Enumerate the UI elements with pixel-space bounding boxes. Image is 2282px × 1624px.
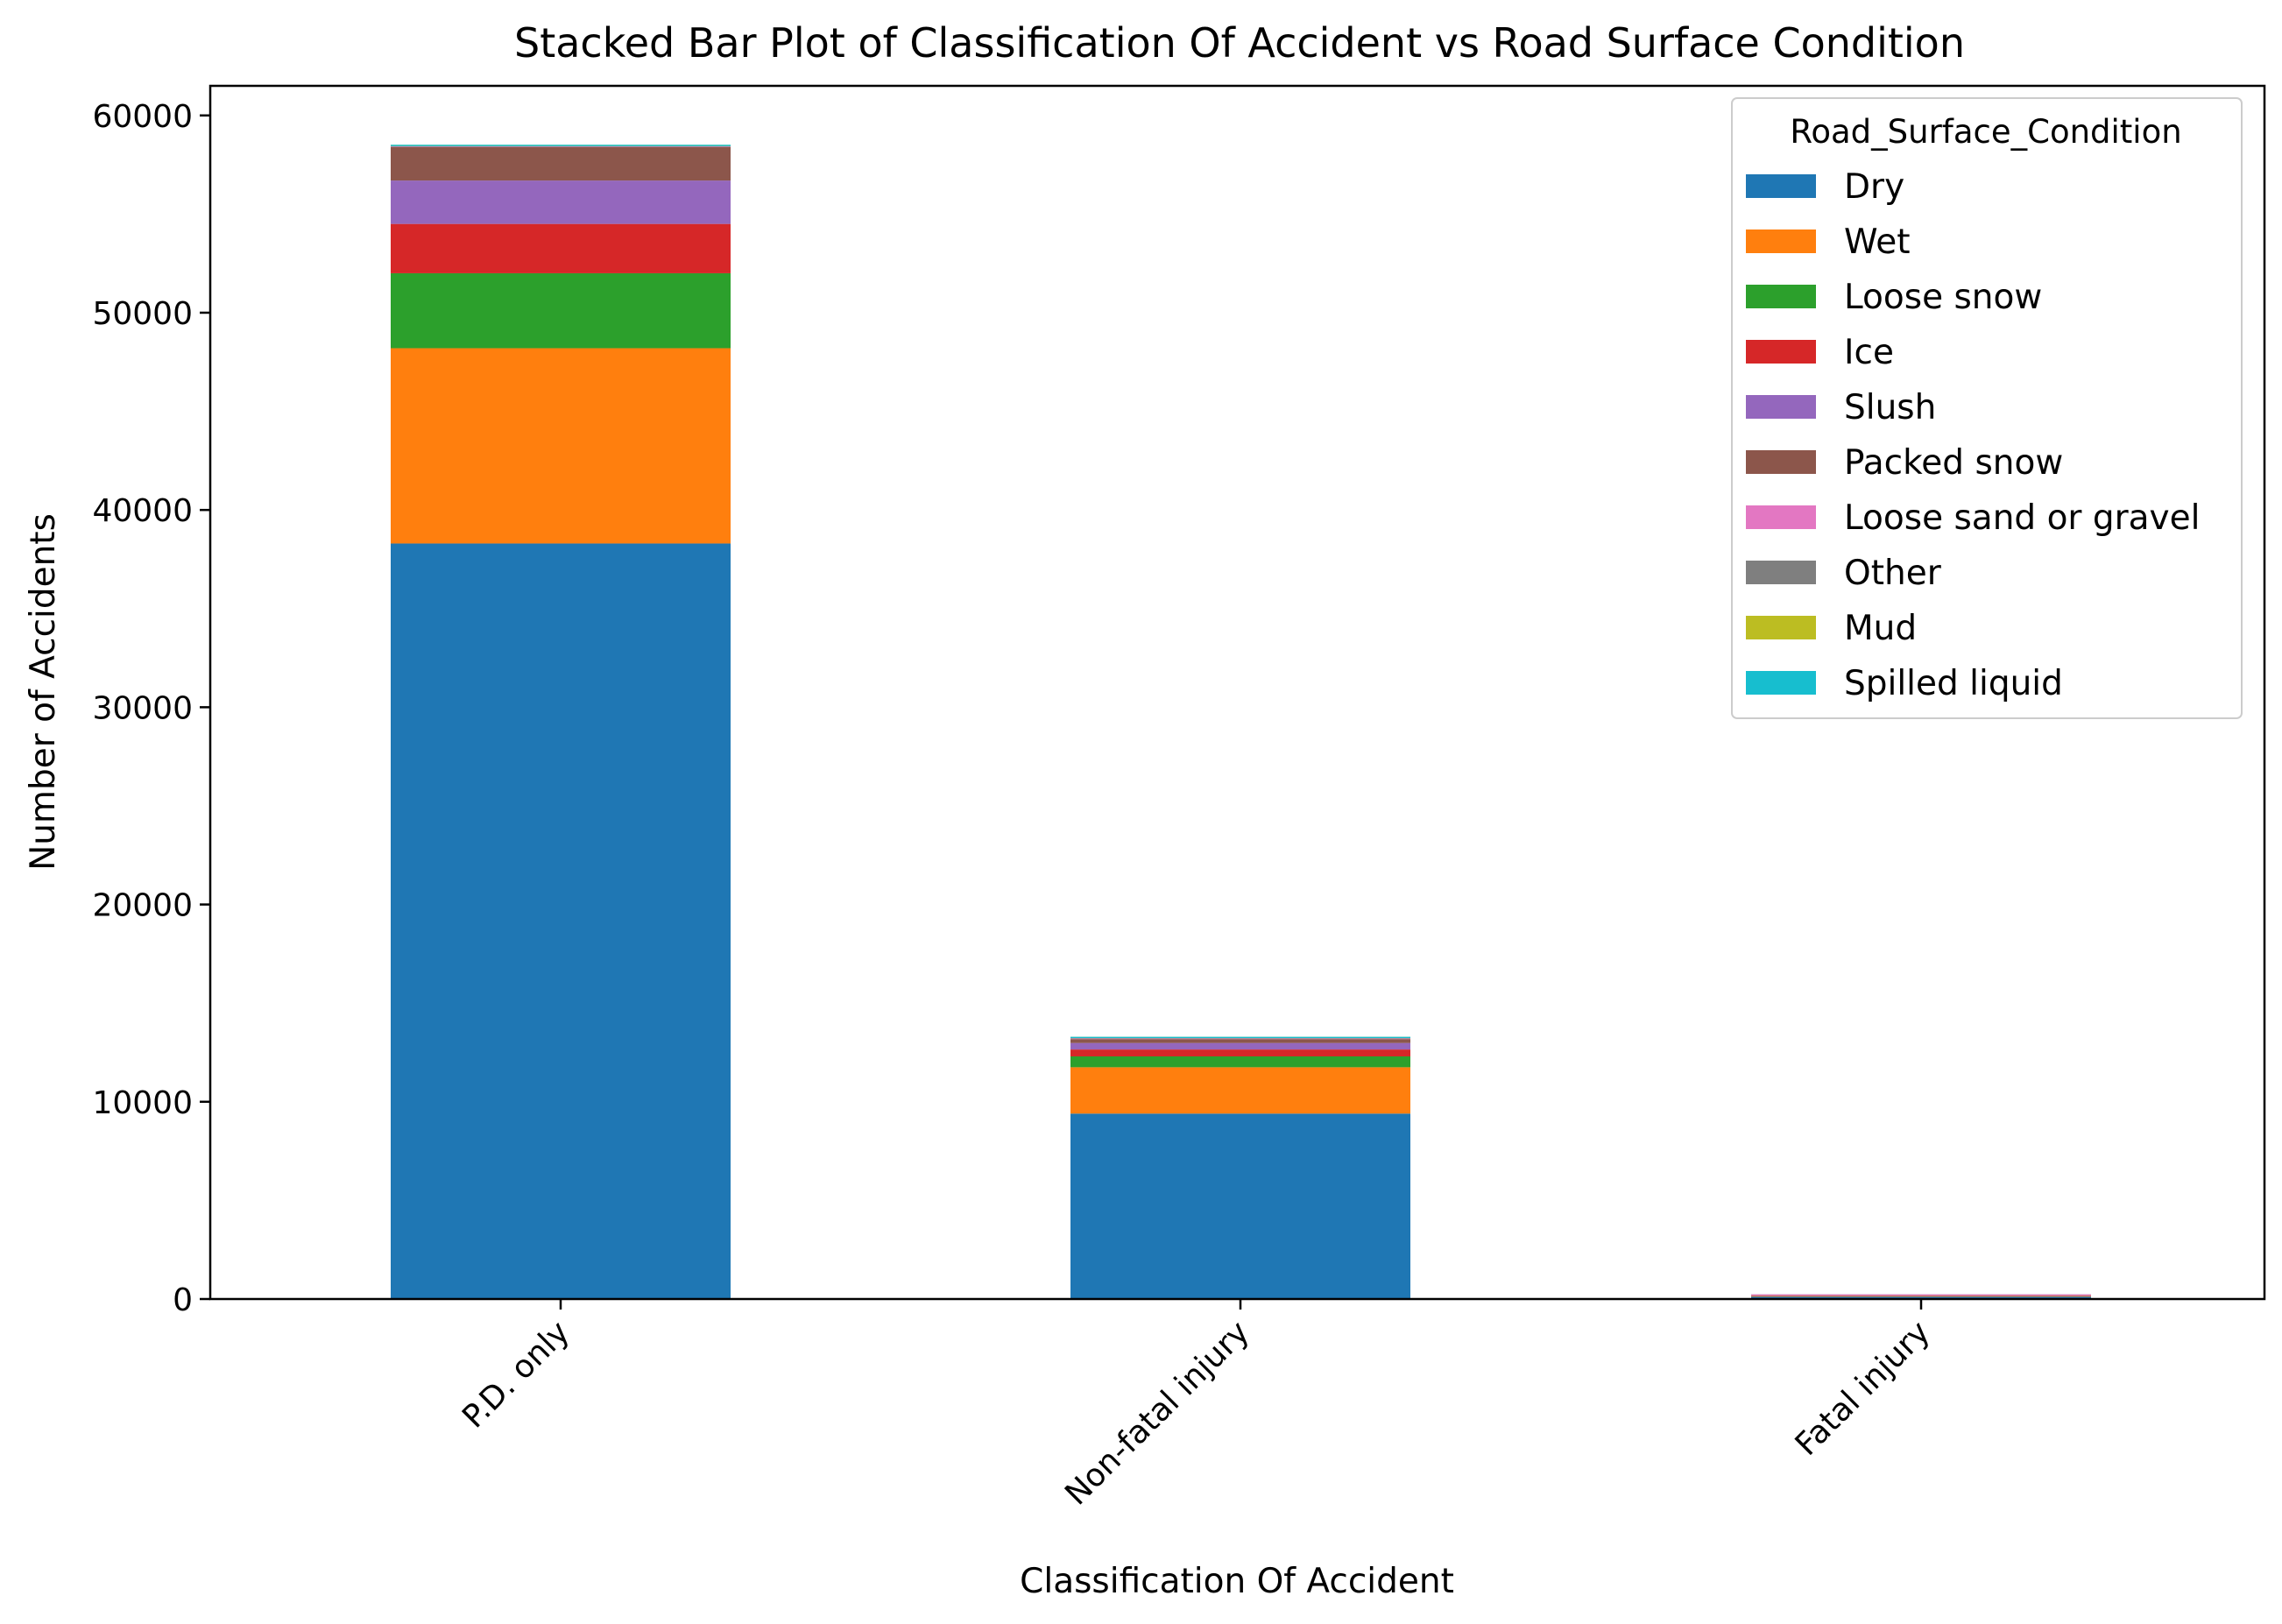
plot-frame <box>208 84 2266 1301</box>
legend-swatch <box>1746 505 1816 529</box>
y-tick-label: 10000 <box>92 1085 193 1121</box>
y-tick-label: 20000 <box>92 888 193 924</box>
bar-segment <box>1070 1036 1410 1039</box>
legend-title: Road_Surface_Condition <box>1790 113 2181 151</box>
legend-frame <box>1731 97 2243 719</box>
legend-label: Ice <box>1844 333 1894 372</box>
bar-segment <box>391 348 731 544</box>
x-tick-label: P.D. only <box>456 1314 576 1435</box>
legend: Road_Surface_Condition Dry Wet Loose snow I… <box>1731 97 2243 719</box>
legend-label: Spilled liquid <box>1844 664 2063 703</box>
y-tick-label: 50000 <box>92 296 193 332</box>
bar-segment <box>1070 1113 1410 1299</box>
bars-group <box>391 145 2091 1299</box>
legend-swatch <box>1746 395 1816 419</box>
y-tick-label: 30000 <box>92 690 193 726</box>
bar-segment <box>391 543 731 1299</box>
x-tick-label: Non-fatal injury <box>1058 1314 1256 1512</box>
y-tick-label: 60000 <box>92 99 193 135</box>
bar-segment <box>1070 1042 1410 1050</box>
bar-segment <box>391 272 731 349</box>
bar-segment <box>1070 1056 1410 1068</box>
legend-swatch <box>1746 616 1816 639</box>
bar-segment <box>391 180 731 224</box>
legend-swatch <box>1746 450 1816 474</box>
bar-segment <box>391 145 731 146</box>
legend-swatch <box>1746 285 1816 308</box>
x-axis: P.D. only Non-fatal injury Fatal injury <box>456 1299 1937 1513</box>
chart-title: Stacked Bar Plot of Classification Of Ac… <box>514 19 1965 67</box>
bar-segment <box>1751 1296 2091 1299</box>
y-tick-label: 40000 <box>92 493 193 529</box>
y-tick-label: 0 <box>173 1282 193 1318</box>
legend-label: Slush <box>1844 388 1936 427</box>
legend-swatch <box>1746 174 1816 198</box>
legend-label: Other <box>1844 554 1942 593</box>
legend-swatch <box>1746 671 1816 695</box>
bar-segment <box>391 223 731 273</box>
bar-segment <box>1070 1039 1410 1043</box>
legend-swatch <box>1746 340 1816 364</box>
legend-label: Wet <box>1844 222 1911 262</box>
bar-segment <box>1751 1294 2091 1296</box>
legend-items: Dry Wet Loose snow Ice Slush Packed snow Loose… <box>1746 167 2200 703</box>
legend-label: Loose sand or gravel <box>1844 498 2200 538</box>
legend-swatch <box>1746 561 1816 584</box>
legend-label: Loose snow <box>1844 278 2042 317</box>
y-axis: 0 10000 20000 30000 40000 50000 60000 <box>92 99 210 1318</box>
bar-segment <box>1070 1049 1410 1056</box>
x-tick-label: Fatal injury <box>1789 1314 1938 1463</box>
x-axis-label: Classification Of Accident <box>1020 1562 1454 1601</box>
bar-segment <box>1070 1067 1410 1114</box>
legend-label: Packed snow <box>1844 443 2063 483</box>
y-axis-label: Number of Accidents <box>24 513 63 871</box>
legend-label: Mud <box>1844 609 1917 648</box>
legend-swatch <box>1746 229 1816 253</box>
bar-segment <box>391 146 731 181</box>
legend-label: Dry <box>1844 167 1904 207</box>
